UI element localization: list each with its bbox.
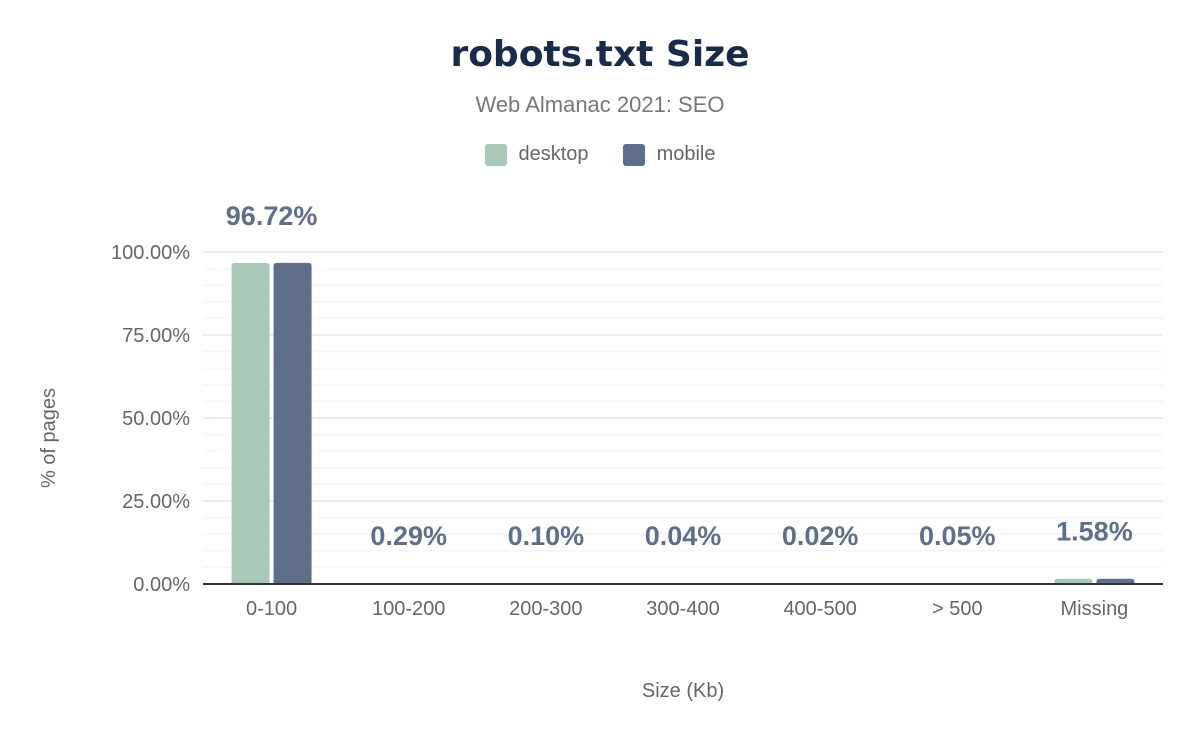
y-tick-label: 75.00% [122,325,190,347]
legend-item-mobile[interactable]: mobile [622,143,716,166]
x-tick-label: Missing [1061,598,1129,620]
x-tick-label: 300-400 [646,598,719,620]
data-label: 0.29% [370,521,447,551]
bar-mobile [1096,578,1135,584]
chart-title: robots.txt Size [450,34,750,75]
legend-swatch-mobile [622,143,645,166]
bar-desktop [1054,578,1093,584]
bar-mobile [273,262,312,584]
y-tick-label: 0.00% [133,574,190,596]
x-tick-label: > 500 [932,598,983,620]
legend: desktop mobile [0,143,1200,166]
legend-item-desktop[interactable]: desktop [484,143,589,166]
y-tick-label: 100.00% [111,242,190,264]
data-label: 0.10% [508,521,585,551]
legend-swatch-desktop [484,143,507,166]
data-label: 0.05% [919,521,996,551]
bar-desktop [231,262,270,584]
x-tick-label: 400-500 [783,598,856,620]
x-tick-label: 200-300 [509,598,582,620]
legend-label-desktop: desktop [518,143,589,165]
x-tick-label: 100-200 [372,598,445,620]
data-label: 96.72% [226,201,318,231]
data-label: 0.04% [645,521,722,551]
chart-subtitle: Web Almanac 2021: SEO [475,92,725,117]
data-label: 1.58% [1056,517,1133,547]
legend-label-mobile: mobile [656,143,716,165]
data-label: 0.02% [782,521,859,551]
x-tick-label: 0-100 [246,598,297,620]
y-axis-title: % of pages [38,388,60,488]
y-tick-label: 25.00% [122,491,190,513]
x-axis-title: Size (Kb) [642,680,724,702]
y-tick-label: 50.00% [122,408,190,430]
